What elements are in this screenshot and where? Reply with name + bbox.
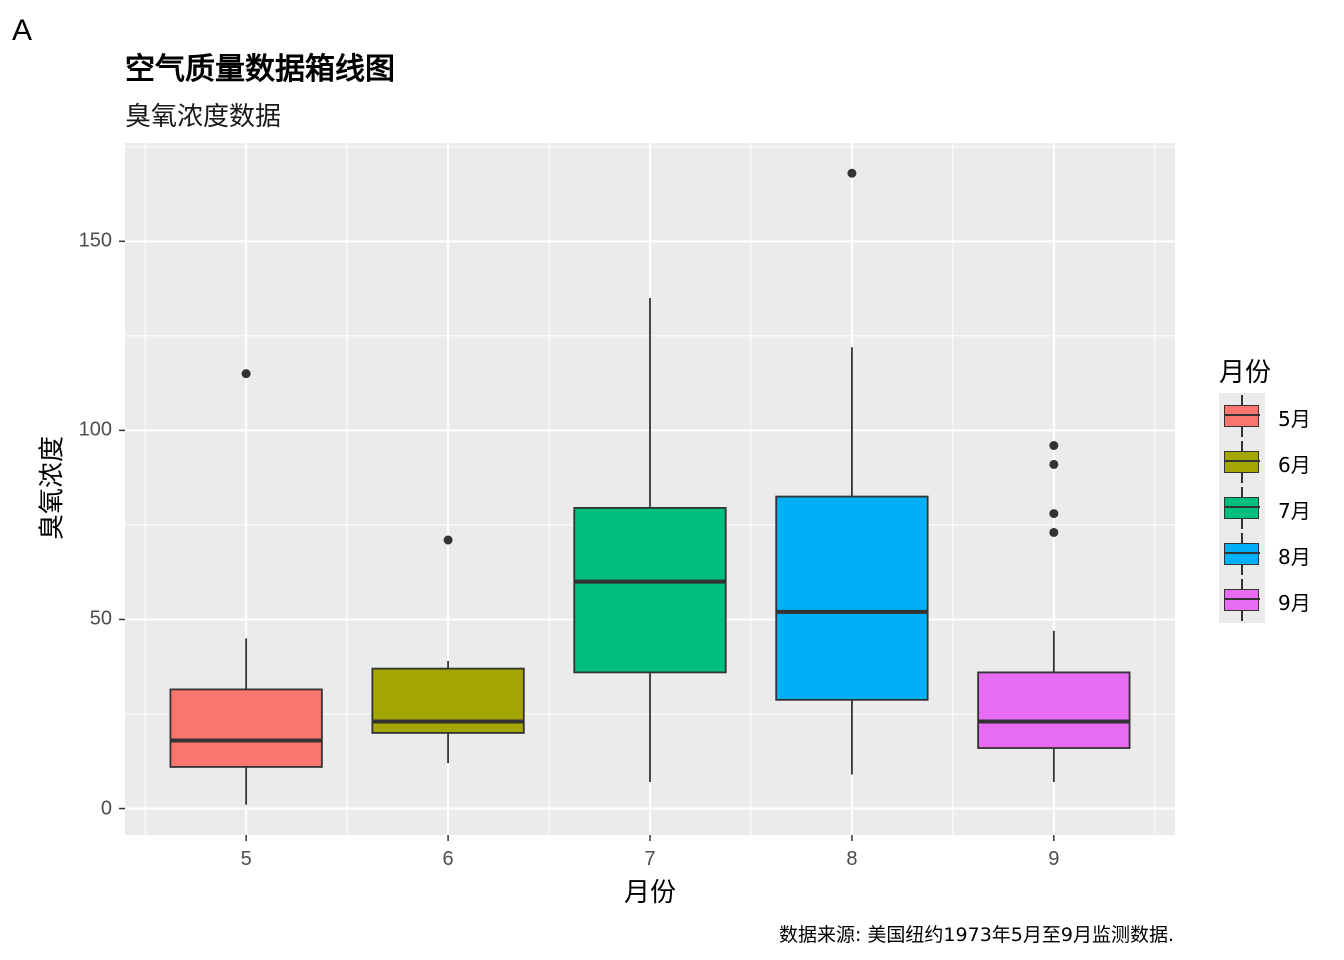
legend-key bbox=[1219, 439, 1265, 485]
y-tick-label: 150 bbox=[78, 229, 112, 252]
y-tick-label: 0 bbox=[100, 797, 112, 820]
legend-key-box bbox=[1224, 451, 1259, 473]
outlier-point bbox=[1049, 527, 1059, 537]
legend-item: 8月 bbox=[1219, 531, 1339, 577]
chart-title: 空气质量数据箱线图 bbox=[125, 52, 395, 87]
box-9 bbox=[977, 671, 1131, 749]
x-tick-label: 5 bbox=[240, 848, 252, 870]
x-axis-label: 月份 bbox=[623, 878, 677, 908]
outlier-point bbox=[847, 168, 857, 178]
y-tick-label: 100 bbox=[78, 418, 112, 441]
legend-key bbox=[1219, 393, 1265, 439]
legend-label: 6月 bbox=[1278, 453, 1311, 477]
legend-key-box bbox=[1224, 497, 1259, 519]
legend-key-median bbox=[1224, 552, 1260, 554]
legend-label: 7月 bbox=[1278, 499, 1311, 523]
x-tick-label: 7 bbox=[644, 848, 656, 870]
legend-title: 月份 bbox=[1219, 358, 1272, 388]
legend-key bbox=[1219, 485, 1265, 531]
y-axis-label: 臭氧浓度 bbox=[37, 435, 68, 541]
outlier-point bbox=[1049, 459, 1059, 469]
legend-label: 5月 bbox=[1278, 407, 1311, 431]
legend-key-box bbox=[1224, 405, 1259, 427]
chart-caption: 数据来源: 美国纽约1973年5月至9月监测数据. bbox=[778, 924, 1174, 946]
x-tick-label: 8 bbox=[846, 848, 858, 870]
legend-key-median bbox=[1224, 460, 1260, 462]
legend-item: 5月 bbox=[1219, 393, 1339, 439]
y-tick-label: 50 bbox=[89, 607, 112, 630]
outlier-point bbox=[1049, 441, 1059, 451]
chart-subtitle: 臭氧浓度数据 bbox=[125, 102, 282, 132]
box-5 bbox=[169, 688, 323, 768]
outlier-point bbox=[241, 369, 251, 379]
legend-key-box bbox=[1224, 543, 1259, 565]
legend-key-median bbox=[1224, 414, 1260, 416]
legend-item: 6月 bbox=[1219, 439, 1339, 485]
legend-key-box bbox=[1224, 589, 1259, 611]
box-7 bbox=[573, 507, 727, 674]
legend-item: 9月 bbox=[1219, 577, 1339, 623]
legend-key bbox=[1219, 577, 1265, 623]
legend-key-median bbox=[1224, 598, 1260, 600]
x-tick-label: 9 bbox=[1048, 848, 1060, 870]
legend-key-median bbox=[1224, 506, 1260, 508]
legend-item: 7月 bbox=[1219, 485, 1339, 531]
x-tick-label: 6 bbox=[442, 848, 454, 870]
legend-key bbox=[1219, 531, 1265, 577]
box-8 bbox=[775, 495, 929, 701]
panel-tag: A bbox=[12, 14, 33, 47]
outlier-point bbox=[1049, 509, 1059, 519]
outlier-point bbox=[443, 535, 453, 545]
legend-label: 9月 bbox=[1278, 591, 1311, 615]
legend-label: 8月 bbox=[1278, 545, 1311, 569]
